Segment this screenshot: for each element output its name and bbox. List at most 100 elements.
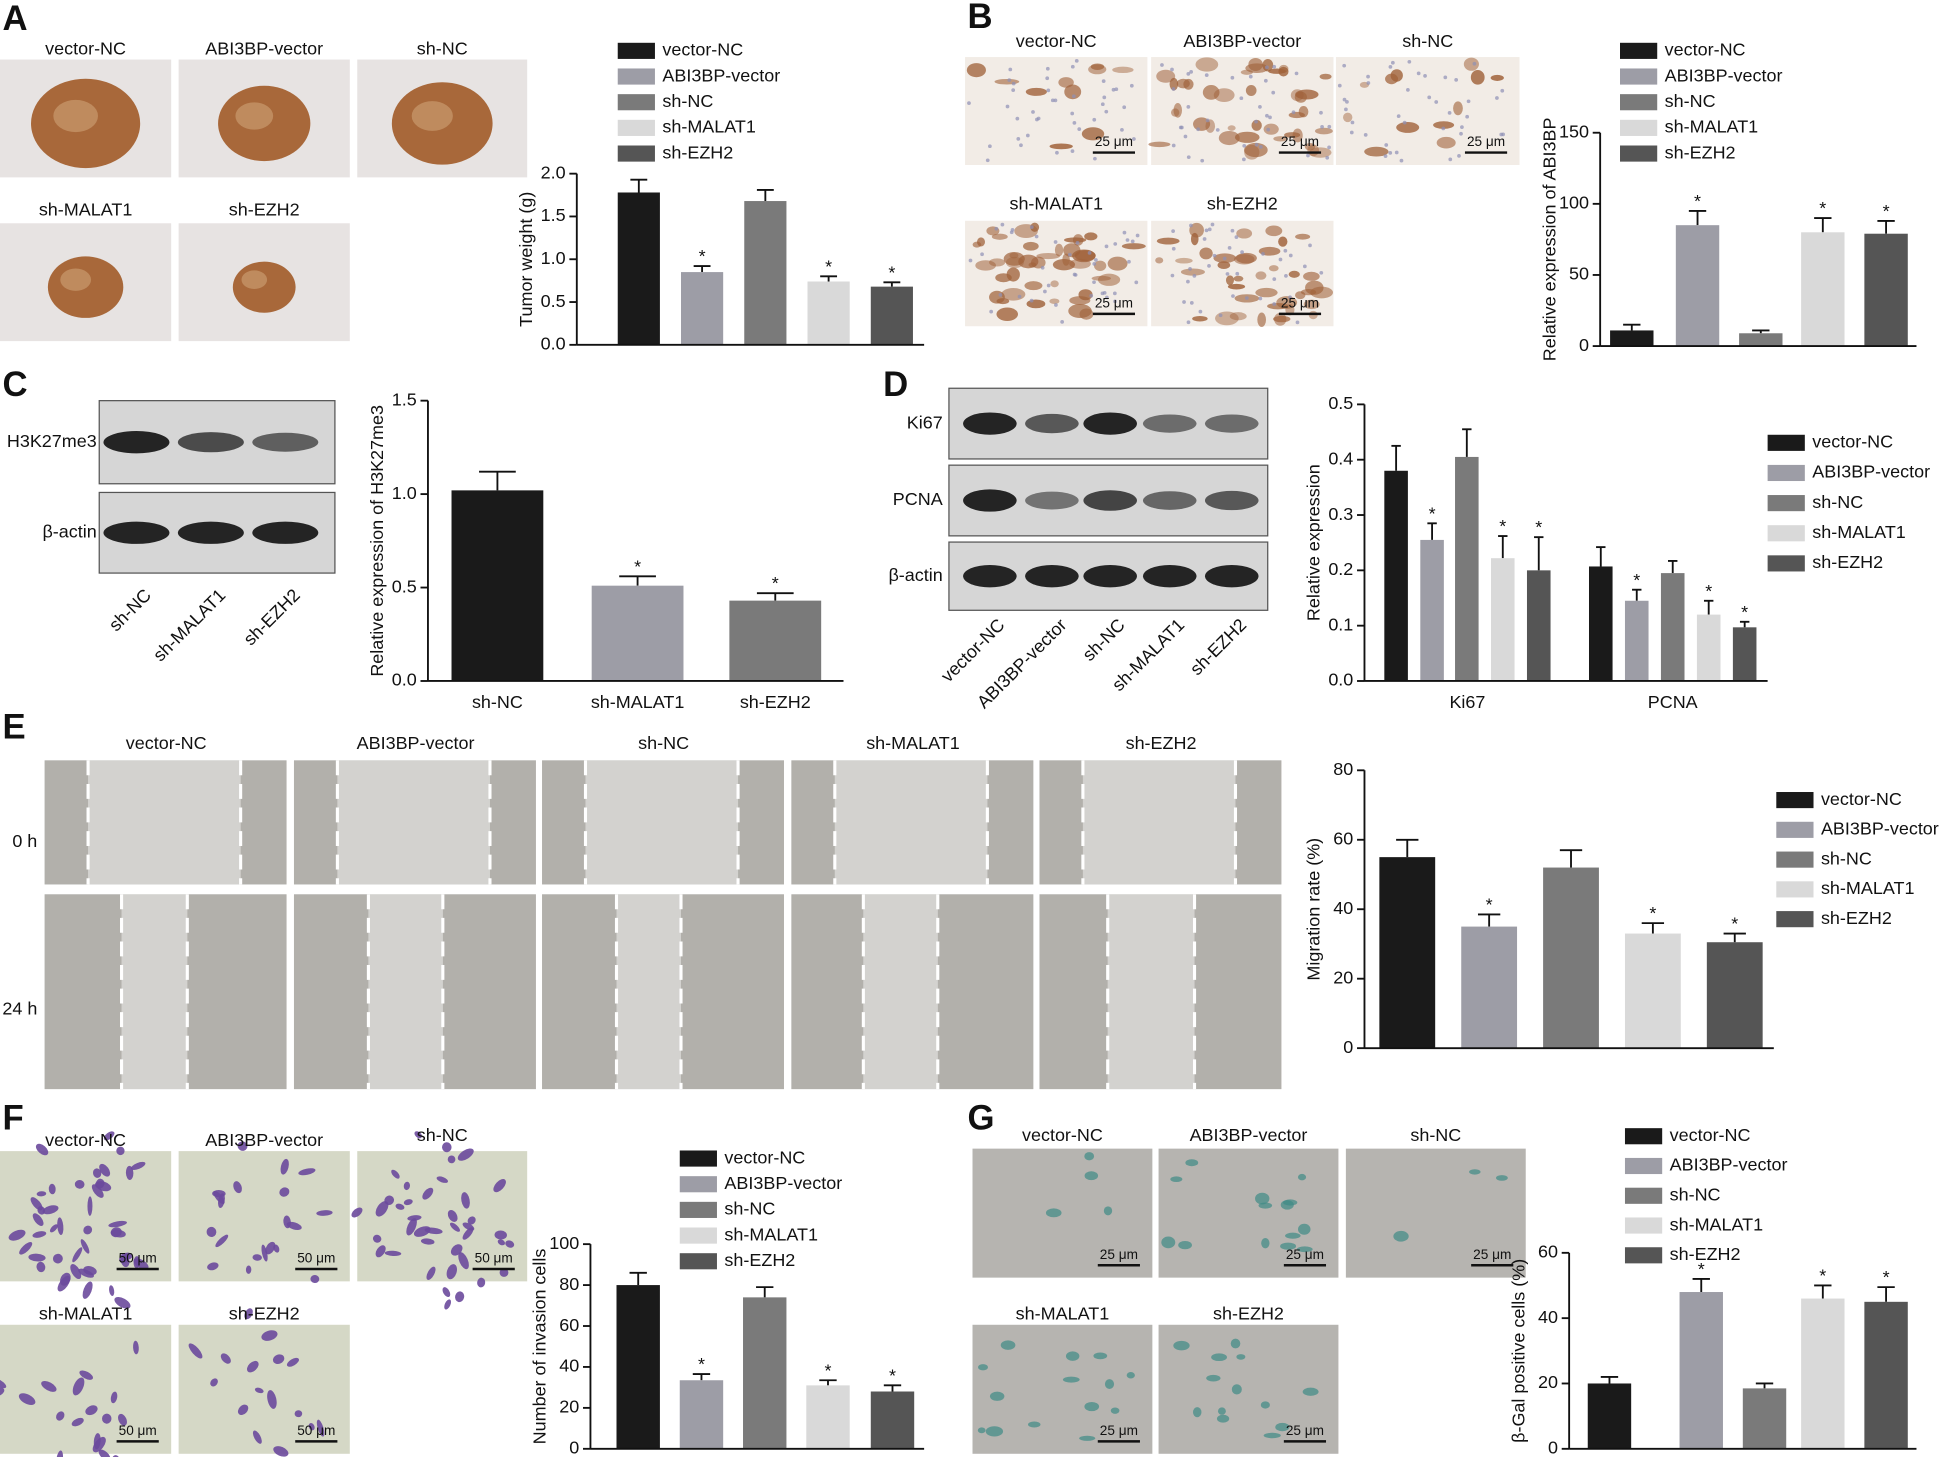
stain — [1262, 58, 1274, 72]
cell — [215, 1234, 229, 1248]
y-tick-label: 20 — [559, 1397, 579, 1417]
y-tick-label: 0.1 — [1328, 614, 1353, 634]
cell-layer — [293, 894, 369, 1090]
band — [177, 432, 244, 453]
photo-label: ABI3BP-vector — [205, 1130, 323, 1150]
nucleus — [1035, 117, 1039, 122]
band — [1204, 565, 1259, 588]
bar — [1696, 614, 1721, 681]
nucleus — [1186, 155, 1191, 160]
nucleus — [1231, 294, 1235, 298]
x-tick-label: Ki67 — [1449, 692, 1485, 712]
stain — [1231, 1384, 1242, 1395]
nucleus — [1182, 300, 1186, 304]
nucleus — [1396, 114, 1401, 119]
nucleus — [1388, 150, 1393, 155]
scratch — [121, 894, 188, 1090]
cell — [450, 1244, 463, 1256]
nucleus — [980, 252, 984, 257]
nucleus — [1222, 256, 1227, 261]
scale-bar-label: 50 μm — [475, 1251, 513, 1266]
stain — [1260, 1401, 1270, 1409]
y-tick-label: 0.5 — [392, 576, 417, 596]
nucleus — [1170, 273, 1175, 278]
nucleus — [1008, 67, 1013, 72]
y-tick-label: 100 — [549, 1233, 579, 1253]
photo — [178, 1151, 350, 1282]
cell — [85, 1405, 98, 1416]
cell — [254, 1387, 264, 1394]
scale-bar-label: 50 μm — [119, 1251, 157, 1266]
cell — [272, 1354, 285, 1364]
photo — [972, 1148, 1153, 1278]
cell — [133, 1258, 149, 1270]
nucleus — [1070, 111, 1075, 116]
cell — [406, 1218, 417, 1236]
stain — [1097, 273, 1121, 286]
cell — [0, 1378, 7, 1389]
cell-layer — [1235, 760, 1282, 885]
band — [252, 521, 319, 544]
legend-swatch — [1776, 881, 1814, 898]
nucleus — [1092, 117, 1097, 122]
nucleus — [1242, 143, 1247, 148]
time-label: 0 h — [12, 831, 37, 851]
panel-letter: E — [2, 709, 25, 747]
stain — [1126, 1372, 1135, 1379]
stain — [1202, 85, 1220, 100]
nucleus — [1441, 126, 1446, 131]
legend-label: vector-NC — [724, 1147, 805, 1167]
legend-swatch — [1776, 792, 1814, 809]
stain — [1303, 271, 1320, 281]
nucleus — [1337, 83, 1342, 88]
bar — [1706, 942, 1763, 1049]
legend-swatch — [617, 119, 655, 136]
x-tick-label: sh-NC — [472, 692, 523, 712]
nucleus — [1189, 70, 1194, 74]
nucleus — [1072, 120, 1077, 125]
nucleus — [1319, 110, 1323, 115]
nucleus — [1113, 299, 1117, 304]
cell — [119, 1252, 130, 1264]
legend-label: ABI3BP-vector — [1821, 819, 1939, 839]
photo-label: sh-EZH2 — [1207, 193, 1278, 213]
stain — [1235, 252, 1257, 264]
cell — [446, 1264, 457, 1280]
scratch — [863, 894, 938, 1090]
stain — [1028, 262, 1037, 268]
nucleus — [1501, 132, 1505, 137]
nucleus — [1129, 83, 1134, 88]
nucleus — [1067, 252, 1072, 257]
nucleus — [1327, 124, 1332, 129]
cell — [442, 1287, 451, 1297]
legend-swatch — [1767, 555, 1805, 572]
nucleus — [1254, 142, 1259, 147]
stain — [1026, 299, 1046, 309]
nucleus — [1189, 300, 1194, 305]
cell — [74, 1179, 85, 1189]
legend-swatch — [1624, 1217, 1663, 1234]
cell — [91, 1184, 104, 1198]
stain — [1227, 125, 1236, 131]
significance: * — [888, 262, 895, 282]
cell — [48, 1183, 56, 1195]
nucleus — [1171, 143, 1176, 148]
cell — [424, 1227, 443, 1235]
stain — [1230, 1338, 1241, 1349]
cell — [188, 1343, 203, 1359]
blot-label: Ki67 — [907, 412, 943, 432]
nucleus — [1045, 76, 1050, 81]
significance: * — [772, 573, 779, 593]
bar — [1420, 539, 1444, 681]
panel-letter: A — [2, 0, 27, 38]
bar — [1864, 1301, 1908, 1449]
cell — [422, 1187, 434, 1200]
cell — [283, 1215, 291, 1229]
cell-layer — [44, 760, 89, 885]
stain — [1240, 69, 1253, 75]
stain — [1180, 268, 1205, 276]
cell — [279, 1187, 290, 1197]
nucleus — [1205, 118, 1210, 123]
nucleus — [1261, 252, 1265, 256]
cell — [497, 1239, 506, 1246]
